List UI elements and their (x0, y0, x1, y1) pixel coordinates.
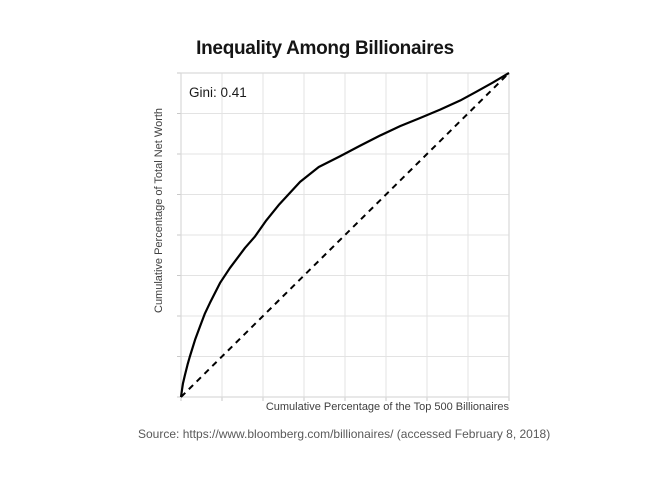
gini-annotation: Gini: 0.41 (189, 85, 247, 100)
y-axis-title: Cumulative Percentage of Total Net Worth (153, 107, 165, 313)
lorenz-curve-line (179, 72, 510, 398)
panel-border (180, 72, 510, 398)
lorenz-chart-plot-area (177, 72, 510, 401)
x-axis-title: Cumulative Percentage of the Top 500 Bil… (265, 401, 509, 413)
source-note: Source: https://www.bloomberg.com/billio… (138, 427, 551, 441)
chart-title: Inequality Among Billionaires (196, 38, 454, 59)
